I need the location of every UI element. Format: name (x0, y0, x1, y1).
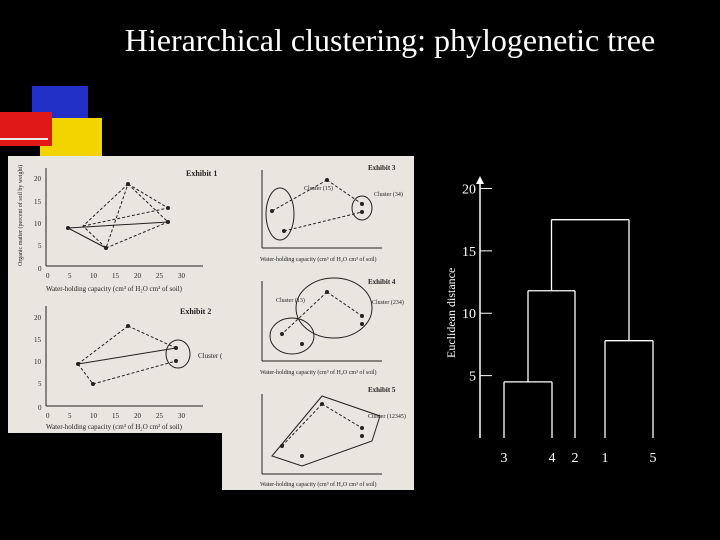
leaf-label: 1 (602, 451, 609, 466)
svg-text:0: 0 (46, 272, 50, 280)
y-tick-label: 10 (462, 307, 476, 322)
svg-text:5: 5 (68, 272, 72, 280)
decorative-rule (0, 138, 48, 140)
leaf-label: 3 (501, 451, 508, 466)
svg-text:25: 25 (156, 412, 164, 420)
svg-text:30: 30 (178, 272, 186, 280)
svg-text:20: 20 (34, 175, 42, 183)
svg-text:25: 25 (156, 272, 164, 280)
svg-text:15: 15 (34, 198, 42, 206)
y-tick-label: 20 (462, 182, 476, 197)
y-axis-arrow-icon (476, 176, 484, 184)
svg-text:10: 10 (34, 358, 42, 366)
cluster-34-right-label: Cluster (34) (374, 191, 403, 198)
x-axis-label-exhibit-3: Water-holding capacity (cm³ of H₂O cm³ o… (260, 256, 377, 263)
svg-text:0: 0 (46, 412, 50, 420)
y-axis-label-exhibit-1: Organic matter (percent of soil by weigh… (17, 165, 24, 266)
exhibit-1-label: Exhibit 1 (186, 169, 217, 178)
leaf-label: 2 (572, 451, 579, 466)
cluster-34-label: Cluster (34) (198, 352, 232, 360)
leaf-label: 5 (650, 451, 657, 466)
slide-title: Hierarchical clustering: phylogenetic tr… (124, 22, 656, 58)
cluster-15-label: Cluster (15) (304, 185, 333, 192)
svg-text:5: 5 (38, 242, 42, 250)
y-tick-label: 15 (462, 245, 476, 260)
svg-text:10: 10 (34, 220, 42, 228)
x-axis-label-exhibit-5: Water-holding capacity (cm³ of H₂O cm³ o… (260, 481, 377, 488)
svg-text:5: 5 (38, 380, 42, 388)
svg-text:15: 15 (112, 272, 120, 280)
scanned-exhibits-3-5: Exhibit 3 Cluster (15) Cluster (34) Wate… (222, 156, 414, 490)
svg-text:10: 10 (90, 272, 98, 280)
svg-text:15: 15 (112, 412, 120, 420)
svg-text:20: 20 (134, 412, 142, 420)
decorative-red-square (0, 112, 52, 146)
cluster-12345-label: Cluster (12345) (368, 413, 406, 420)
svg-text:30: 30 (178, 412, 186, 420)
exhibit-4-label: Exhibit 4 (368, 278, 396, 286)
svg-text:20: 20 (134, 272, 142, 280)
svg-text:15: 15 (34, 336, 42, 344)
svg-text:10: 10 (90, 412, 98, 420)
y-axis-title: Euclidean distance (444, 267, 458, 358)
cluster-13-label: Cluster (13) (276, 297, 305, 304)
exhibit-5-label: Exhibit 5 (368, 386, 396, 394)
leaf-label: 4 (549, 451, 556, 466)
x-axis-label-exhibit-4: Water-holding capacity (cm³ of H₂O cm³ o… (260, 369, 377, 376)
x-axis-label-exhibit-2: Water-holding capacity (cm³ of H₂O cm³ o… (46, 423, 183, 431)
x-axis-label-exhibit-1: Water-holding capacity (cm³ of H₂O cm³ o… (46, 285, 183, 293)
svg-text:0: 0 (38, 265, 42, 273)
exhibit-3-label: Exhibit 3 (368, 164, 396, 172)
svg-text:20: 20 (34, 314, 42, 322)
y-tick-label: 5 (469, 370, 476, 385)
cluster-234-label: Cluster (234) (372, 299, 404, 306)
svg-text:0: 0 (38, 404, 42, 412)
svg-text:5: 5 (68, 412, 72, 420)
exhibit-2-label: Exhibit 2 (180, 307, 211, 316)
